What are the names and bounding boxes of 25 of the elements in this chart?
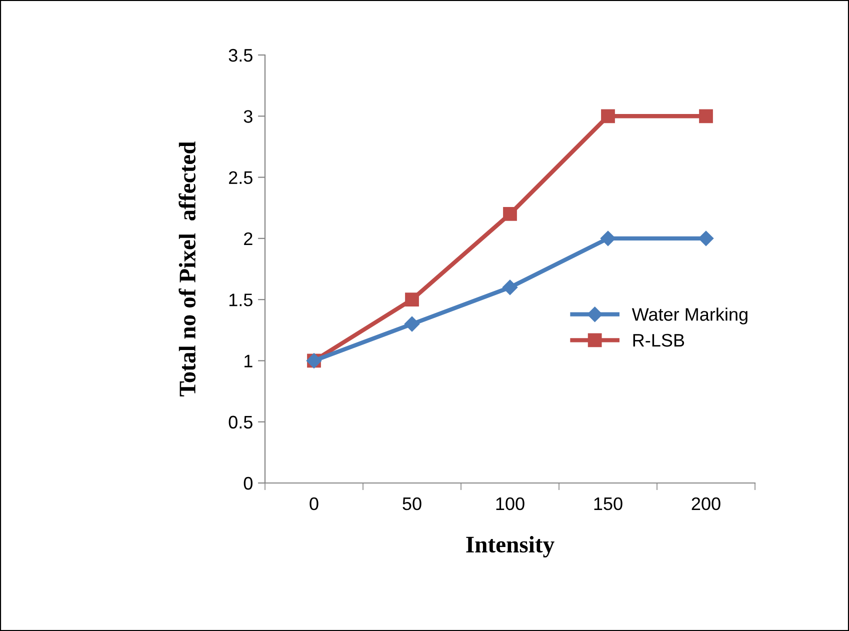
x-tick-label: 50: [402, 497, 422, 510]
x-tick-label: 150: [594, 497, 622, 510]
y-tick-label: 0: [244, 476, 252, 490]
y-tick-label: 3.5: [228, 48, 252, 62]
legend-label: R-LSB: [633, 334, 684, 347]
point: [405, 292, 419, 307]
point: [503, 207, 517, 221]
y-tick-label: 0.5: [228, 416, 252, 429]
legend-label: Water Marking: [632, 308, 748, 324]
point: [699, 109, 713, 124]
point: [404, 316, 420, 332]
x-tick-label: 0: [310, 497, 318, 510]
point: [698, 230, 714, 246]
y-tick-label: 1: [244, 354, 252, 368]
y-tick-label: 2.5: [229, 171, 252, 184]
y-axis-title: Total no of Pixel affected: [178, 141, 196, 396]
x-tick-label: 200: [692, 497, 720, 510]
y-tick-label: 1.5: [229, 294, 252, 306]
x-axis-title: Intensity: [466, 536, 554, 558]
point: [600, 230, 616, 246]
x-tick-label: 100: [496, 497, 524, 510]
point: [502, 280, 518, 295]
point: [601, 109, 615, 124]
y-tick-label: 2: [244, 232, 252, 245]
y-tick-label: 3: [244, 110, 252, 123]
